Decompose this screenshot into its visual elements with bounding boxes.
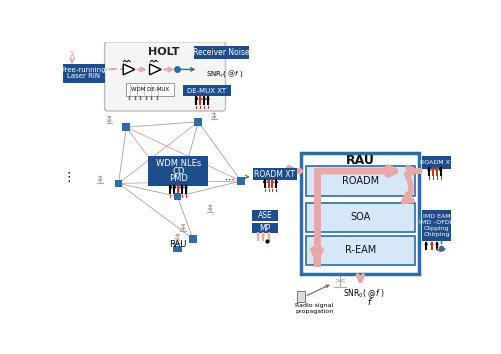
Text: WDM NLEs: WDM NLEs (155, 159, 200, 168)
Bar (122, 123, 130, 131)
Text: IMD –OFDM: IMD –OFDM (418, 220, 454, 225)
Bar (126, 82, 174, 96)
Text: DE-MUX XT: DE-MUX XT (187, 87, 226, 93)
Text: Laser RIN: Laser RIN (67, 73, 100, 79)
Bar (173, 193, 181, 200)
Text: ROADM: ROADM (341, 176, 378, 186)
Text: IMD EAM: IMD EAM (422, 214, 449, 219)
Bar (252, 223, 278, 233)
Text: ROADM XT: ROADM XT (419, 160, 452, 165)
Text: R-EAM: R-EAM (344, 245, 375, 255)
Text: ASE: ASE (257, 211, 272, 220)
Text: Clipping: Clipping (423, 226, 448, 231)
Bar (306, 236, 414, 265)
Text: SNR$_r$( @$f$ ): SNR$_r$( @$f$ ) (206, 68, 243, 79)
Bar (421, 156, 450, 169)
Bar (194, 118, 202, 126)
Polygon shape (123, 64, 135, 75)
Polygon shape (149, 64, 161, 75)
Text: HOLT: HOLT (147, 47, 179, 57)
Bar (236, 177, 244, 185)
Text: WDM DE-MUX: WDM DE-MUX (131, 87, 169, 92)
Text: Chirping: Chirping (423, 233, 449, 238)
Text: Radio signal
propagation: Radio signal propagation (295, 303, 333, 314)
Bar (114, 179, 122, 187)
Bar (252, 210, 278, 221)
FancyBboxPatch shape (104, 42, 225, 111)
Text: ROADM XT: ROADM XT (254, 170, 295, 179)
Bar (421, 210, 450, 241)
Bar (306, 166, 414, 196)
Text: $f$: $f$ (366, 296, 372, 307)
Text: RAU: RAU (168, 240, 186, 249)
Text: Free-running: Free-running (61, 67, 106, 73)
Text: Receiver Noise: Receiver Noise (193, 48, 249, 57)
Text: SOA: SOA (350, 212, 370, 222)
Bar (189, 235, 196, 243)
Bar (296, 291, 304, 302)
Bar (252, 168, 296, 180)
Bar (306, 202, 414, 232)
Bar (182, 85, 230, 96)
Text: MP: MP (259, 223, 270, 233)
Text: λ: λ (69, 51, 75, 61)
Bar (63, 64, 104, 82)
Bar (148, 156, 208, 186)
Text: PMD: PMD (168, 174, 187, 183)
Bar (301, 153, 418, 274)
Text: SNR$_0$( @$f$ ): SNR$_0$( @$f$ ) (343, 287, 384, 300)
Text: ⋯: ⋯ (224, 175, 234, 184)
Bar (172, 246, 182, 252)
Text: CD: CD (172, 167, 184, 176)
Text: RAU: RAU (345, 154, 374, 167)
Bar (194, 46, 248, 59)
Text: ⋮: ⋮ (63, 171, 75, 184)
